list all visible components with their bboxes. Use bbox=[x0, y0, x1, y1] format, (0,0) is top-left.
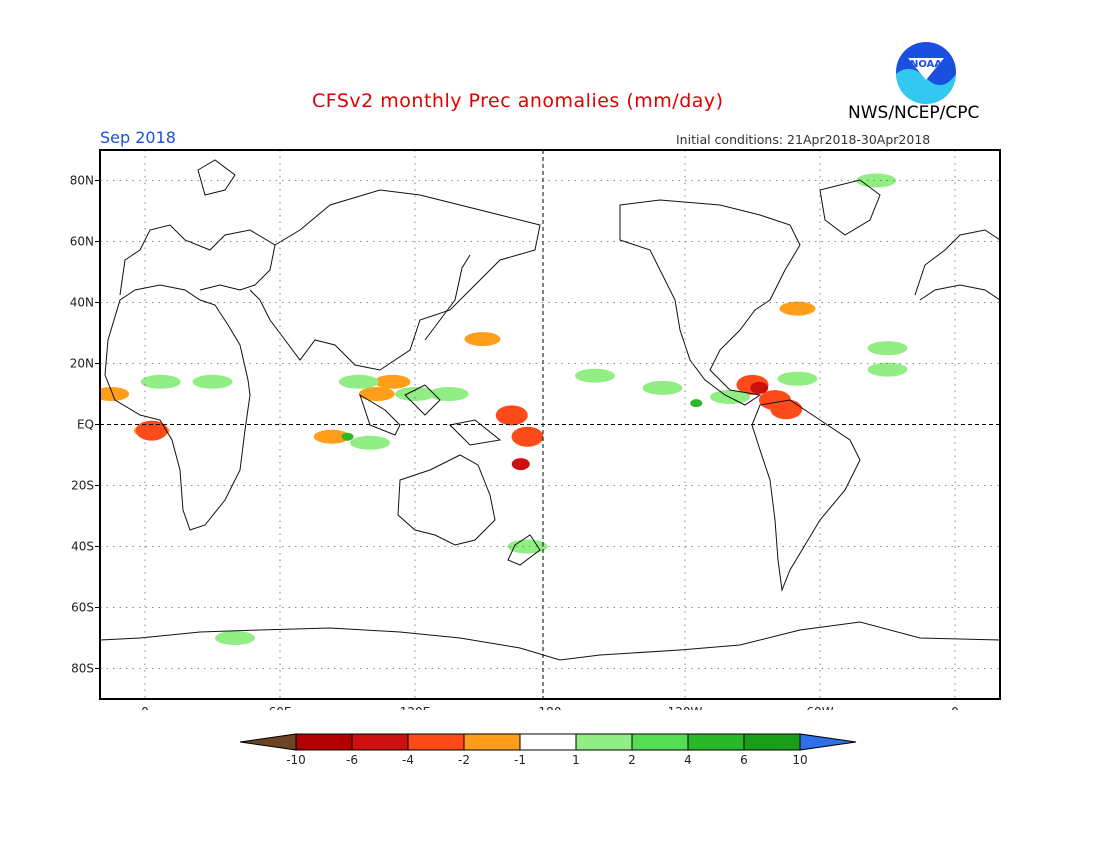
colorbar-label: 4 bbox=[684, 753, 692, 767]
colorbar-cell bbox=[407, 733, 465, 751]
anomaly-green bbox=[395, 387, 435, 401]
anomaly-green bbox=[856, 173, 897, 188]
agency-label: NWS/NCEP/CPC bbox=[848, 103, 980, 123]
anomaly-map: 80N 60N 40N 20N EQ 20S 40S 60S 80S 0 60E 120E 180 12… bbox=[70, 149, 1001, 710]
logo-text: NOAA bbox=[910, 59, 942, 70]
lat-label: 60S bbox=[71, 601, 94, 615]
lon-label: 120E bbox=[400, 705, 431, 710]
colorbar-label: 1 bbox=[572, 753, 580, 767]
lat-label: 20N bbox=[70, 357, 94, 371]
anomaly-orange bbox=[100, 387, 130, 401]
anomaly-green bbox=[215, 631, 255, 645]
colorbar-cell bbox=[519, 733, 577, 751]
colorbar-label: 10 bbox=[792, 753, 807, 767]
anomaly-green bbox=[338, 374, 379, 389]
lon-label: 0 bbox=[951, 705, 959, 710]
anomaly-green bbox=[350, 435, 390, 450]
colorbar-cell bbox=[631, 733, 689, 751]
colorbar-cell bbox=[295, 733, 353, 751]
anomaly-green bbox=[192, 374, 233, 389]
anomaly-green bbox=[428, 387, 469, 401]
anomaly-orange bbox=[779, 301, 816, 316]
colorbar-cell bbox=[463, 733, 521, 751]
anomaly-red bbox=[135, 420, 168, 441]
lon-label: 120W bbox=[668, 705, 703, 710]
longitude-labels: 0 60E 120E 180 120W 60W 0 bbox=[141, 705, 959, 710]
lat-label: EQ bbox=[77, 418, 94, 432]
colorbar-label: -6 bbox=[346, 753, 358, 767]
lat-label: 80S bbox=[71, 662, 94, 676]
colorbar-label: -2 bbox=[458, 753, 470, 767]
chart-title: CFSv2 monthly Prec anomalies (mm/day) bbox=[312, 90, 724, 112]
anomaly-darkred bbox=[750, 381, 769, 394]
anomaly-green bbox=[642, 380, 683, 395]
colorbar-label: 6 bbox=[740, 753, 748, 767]
colorbar-cell bbox=[575, 733, 633, 751]
lon-label: 60E bbox=[269, 705, 292, 710]
anomaly-green bbox=[867, 341, 908, 356]
colorbar-label: -4 bbox=[402, 753, 414, 767]
anomaly-blobs bbox=[100, 173, 908, 645]
month-label: Sep 2018 bbox=[100, 128, 176, 147]
colorbar-label: -10 bbox=[286, 753, 306, 767]
colorbar-high-arrow bbox=[799, 733, 857, 751]
anomaly-orange bbox=[464, 332, 501, 347]
anomaly-green bbox=[575, 368, 615, 383]
lon-label: 180 bbox=[539, 705, 562, 710]
noaa-logo: NOAA bbox=[896, 42, 956, 104]
anomaly-darkgreen bbox=[341, 432, 354, 441]
lat-label: 80N bbox=[70, 174, 94, 188]
colorbar-cell bbox=[687, 733, 745, 751]
anomaly-green bbox=[507, 539, 548, 554]
anomaly-orange bbox=[358, 387, 395, 401]
anomaly-orange bbox=[313, 429, 350, 444]
lat-label: 60N bbox=[70, 235, 94, 249]
continent-outlines bbox=[100, 159, 1000, 661]
lon-label: 0 bbox=[141, 705, 149, 710]
colorbar-low-arrow bbox=[239, 733, 297, 751]
lat-label: 40N bbox=[70, 296, 94, 310]
initial-conditions-label: Initial conditions: 21Apr2018-30Apr2018 bbox=[676, 132, 931, 147]
colorbar-label: -1 bbox=[514, 753, 526, 767]
anomaly-green bbox=[777, 371, 818, 386]
anomaly-green bbox=[867, 362, 908, 377]
lon-label: 60W bbox=[806, 705, 833, 710]
colorbar-cell bbox=[743, 733, 801, 751]
anomaly-red bbox=[759, 390, 791, 411]
anomaly-darkgreen bbox=[690, 399, 703, 408]
anomaly-darkred bbox=[511, 458, 530, 471]
colorbar-label: 2 bbox=[628, 753, 636, 767]
lat-label: 40S bbox=[71, 540, 94, 554]
anomaly-green bbox=[140, 374, 181, 389]
anomaly-red bbox=[511, 426, 544, 447]
lat-label: 20S bbox=[71, 479, 94, 493]
latitude-labels: 80N 60N 40N 20N EQ 20S 40S 60S 80S bbox=[70, 174, 100, 676]
colorbar-cell bbox=[351, 733, 409, 751]
anomaly-red bbox=[495, 405, 528, 426]
anomaly-orange bbox=[374, 374, 411, 389]
